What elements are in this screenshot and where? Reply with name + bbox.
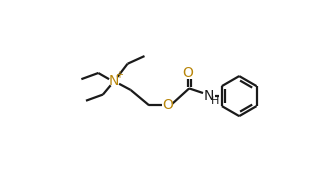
Text: O: O [162, 98, 173, 112]
Text: H: H [211, 96, 219, 106]
Text: N: N [204, 89, 214, 103]
Text: +: + [115, 70, 123, 80]
Text: N: N [108, 74, 119, 88]
Text: O: O [182, 66, 193, 80]
